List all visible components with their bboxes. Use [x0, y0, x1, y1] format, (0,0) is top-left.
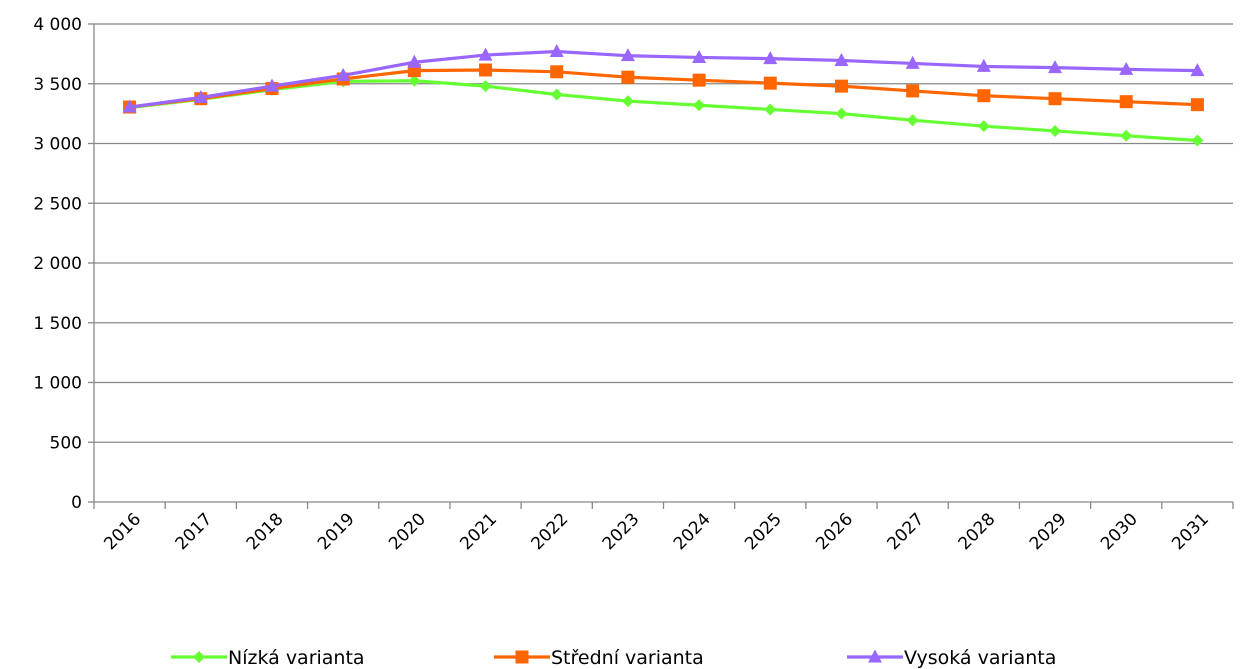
y-tick-label: 2 000 — [33, 254, 82, 274]
series-line — [129, 68, 1198, 109]
x-tick-label: 2020 — [385, 509, 430, 554]
data-point — [693, 99, 706, 112]
x-tick-label: 2016 — [100, 509, 145, 554]
series-line — [129, 49, 1198, 109]
data-point — [122, 99, 137, 113]
data-point — [550, 65, 564, 79]
data-point — [764, 103, 777, 116]
data-point — [905, 55, 920, 69]
x-tick-label: 2025 — [741, 509, 786, 554]
x-tick-label: 2023 — [599, 509, 644, 554]
data-point — [692, 49, 707, 63]
data-point — [906, 84, 920, 98]
y-tick-label: 0 — [71, 493, 82, 513]
data-point — [549, 43, 564, 57]
data-point — [1190, 63, 1205, 77]
x-tick-label: 2026 — [812, 509, 857, 554]
data-point — [763, 51, 778, 65]
series-3 — [122, 43, 1205, 113]
data-point — [1190, 98, 1204, 112]
data-point — [1048, 60, 1063, 74]
x-tick-label: 2021 — [456, 509, 501, 554]
legend-label: Nízká varianta — [228, 647, 365, 669]
series-line — [129, 79, 1198, 143]
legend-marker — [193, 651, 205, 663]
data-point — [478, 47, 493, 61]
y-tick-label: 2 500 — [33, 194, 82, 214]
data-point — [692, 73, 706, 87]
data-point — [1119, 61, 1134, 75]
x-tick-label: 2019 — [314, 509, 359, 554]
data-point — [621, 70, 635, 84]
x-tick-label: 2030 — [1097, 509, 1142, 554]
data-point — [906, 114, 919, 127]
data-point — [834, 79, 848, 93]
data-point — [1191, 134, 1204, 147]
legend-label: Vysoká varianta — [904, 647, 1056, 669]
series-group — [122, 43, 1205, 147]
legend-item: Vysoká varianta — [847, 647, 1056, 669]
data-point — [977, 89, 991, 103]
legend-item: Nízká varianta — [171, 647, 365, 669]
data-point — [1049, 124, 1062, 137]
x-tick-label: 2031 — [1168, 509, 1213, 554]
legend-marker — [868, 649, 882, 663]
data-point — [479, 63, 493, 77]
data-point — [550, 88, 563, 101]
data-point — [977, 120, 990, 133]
data-point — [479, 80, 492, 93]
data-point — [193, 89, 208, 103]
data-point — [407, 54, 422, 68]
legend: Nízká varianta Střední varianta Vysoká var… — [171, 647, 1056, 669]
y-tick-label: 1 000 — [33, 374, 82, 394]
data-point — [408, 74, 421, 87]
y-tick-label: 1 500 — [33, 314, 82, 334]
data-point — [1119, 95, 1133, 109]
x-tick-label: 2018 — [243, 509, 288, 554]
data-point — [336, 67, 351, 81]
legend-item: Střední varianta — [494, 647, 704, 669]
x-tick-label: 2022 — [528, 509, 573, 554]
data-point — [621, 95, 634, 108]
legend-marker — [515, 650, 529, 664]
series-2 — [123, 63, 1204, 114]
data-point — [835, 107, 848, 120]
y-tick-label: 4 000 — [33, 15, 82, 35]
data-point — [834, 52, 849, 66]
y-tick-label: 3 500 — [33, 75, 82, 95]
data-point — [264, 78, 279, 92]
x-tick-label: 2027 — [883, 509, 928, 554]
data-point — [763, 76, 777, 90]
y-tick-label: 500 — [50, 433, 82, 453]
data-point — [1120, 129, 1133, 142]
data-point — [976, 58, 991, 72]
x-tick-label: 2029 — [1026, 509, 1071, 554]
data-point — [1048, 92, 1062, 106]
y-tick-label: 3 000 — [33, 135, 82, 155]
data-point — [620, 48, 635, 62]
x-tick-label: 2028 — [955, 509, 1000, 554]
legend-label: Střední varianta — [551, 647, 704, 669]
x-tick-label: 2024 — [670, 509, 715, 554]
x-tick-label: 2017 — [172, 509, 217, 554]
